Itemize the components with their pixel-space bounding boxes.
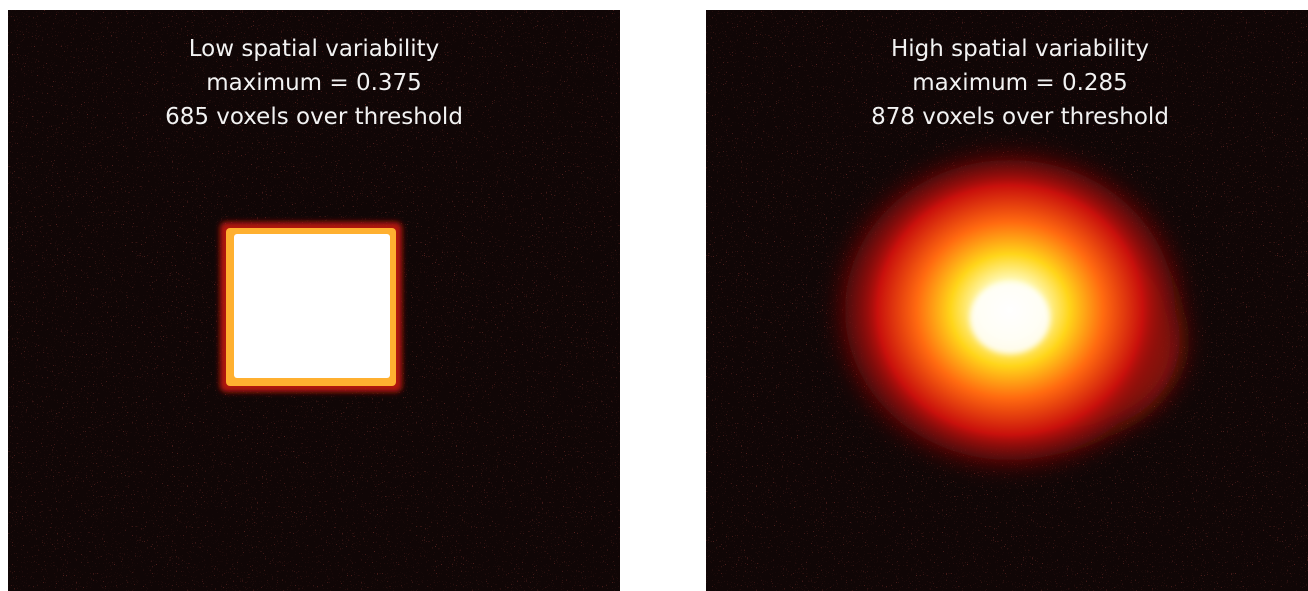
square-core xyxy=(234,234,390,378)
panel-right: High spatial variability maximum = 0.285… xyxy=(706,10,1308,591)
panel-label: maximum = 0.375 xyxy=(206,70,422,96)
page: Low spatial variability maximum = 0.375 … xyxy=(0,0,1308,591)
panel-label: Low spatial variability xyxy=(189,36,440,62)
panel-label: High spatial variability xyxy=(891,36,1149,62)
figure: Low spatial variability maximum = 0.375 … xyxy=(0,0,1308,591)
blob-core xyxy=(970,282,1050,354)
panel-label: 878 voxels over threshold xyxy=(871,104,1169,130)
panel-label: 685 voxels over threshold xyxy=(165,104,463,130)
panel-left: Low spatial variability maximum = 0.375 … xyxy=(8,10,620,591)
panel-label: maximum = 0.285 xyxy=(912,70,1128,96)
